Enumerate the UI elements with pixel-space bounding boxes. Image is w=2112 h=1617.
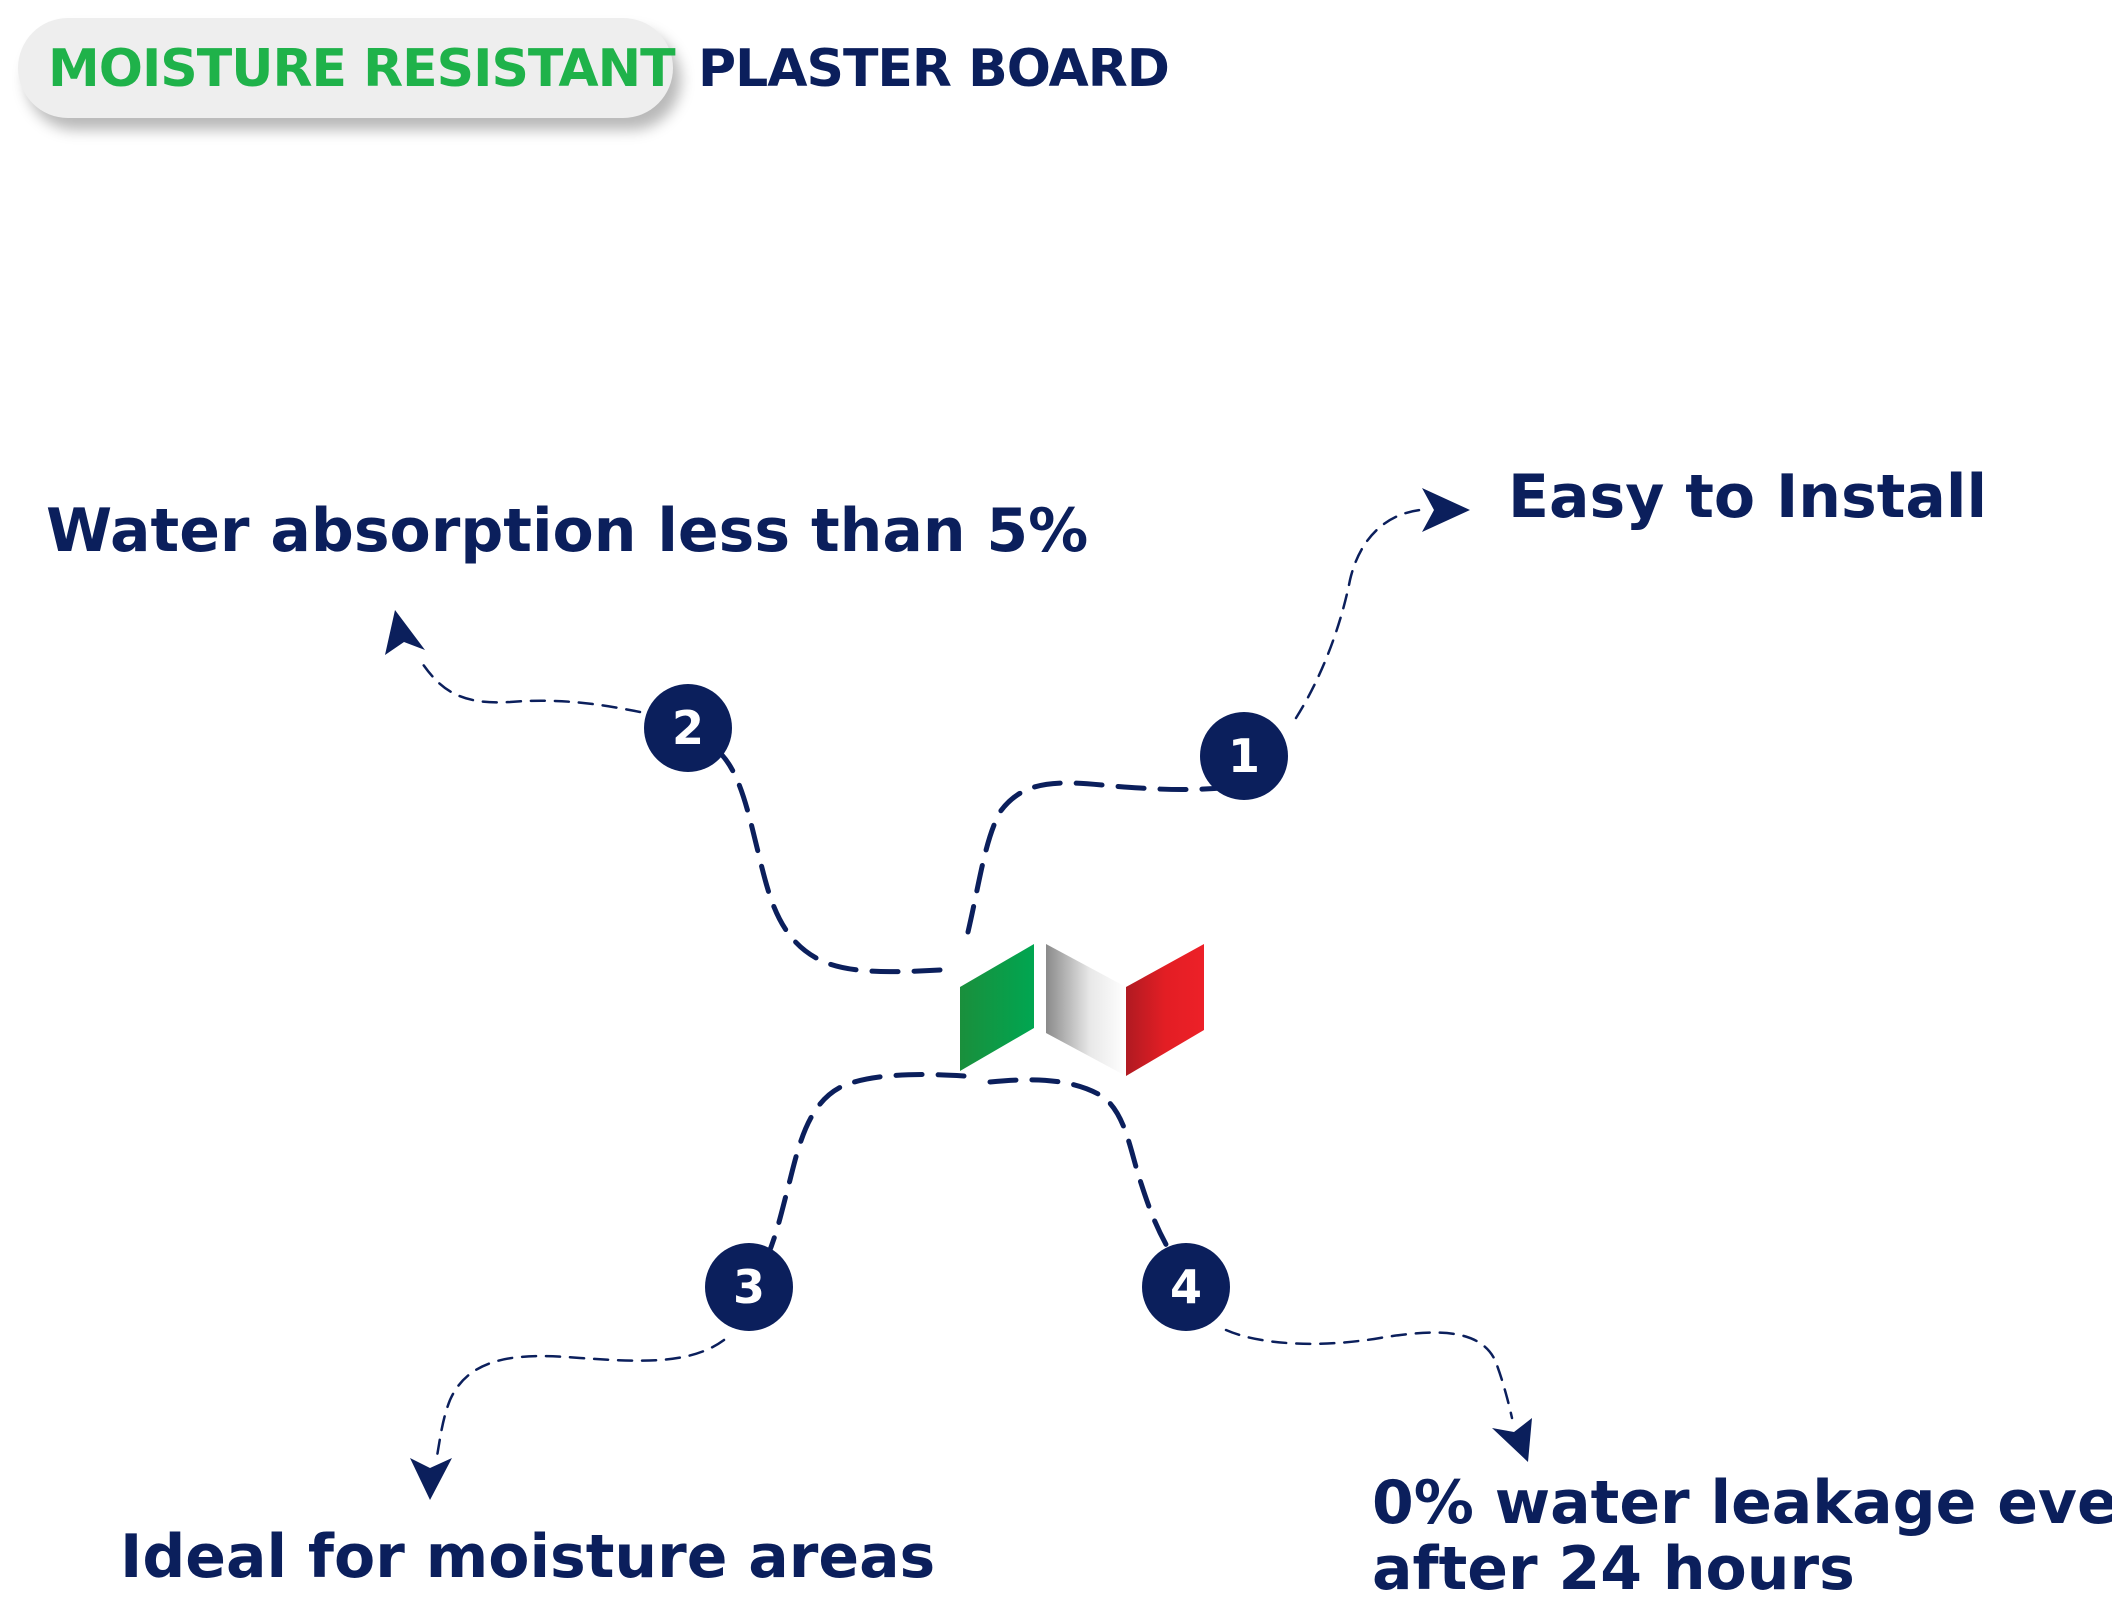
connector-4 — [987, 1077, 1171, 1251]
badge-4: 4 — [1142, 1243, 1230, 1331]
badge-1: 1 — [1200, 712, 1288, 800]
page-title: PLASTER BOARD — [698, 39, 1170, 99]
feature-label-2: Water absorption less than 5% — [46, 496, 1089, 566]
connector-2 — [719, 752, 943, 975]
arrowhead-3 — [410, 1458, 452, 1500]
connector-3 — [765, 1072, 967, 1258]
feature-label-4-line1: 0% water leakage even — [1372, 1468, 2112, 1538]
title-pill — [18, 18, 673, 118]
arrowhead-4 — [1492, 1418, 1532, 1462]
svg-text:4: 4 — [1170, 1260, 1202, 1314]
svg-text:3: 3 — [733, 1260, 765, 1314]
arrowhead-2 — [385, 610, 425, 655]
title-highlight: MOISTURE RESISTANT — [48, 39, 676, 99]
feature-label-3: Ideal for moisture areas — [120, 1522, 936, 1592]
badge-2: 2 — [644, 684, 732, 772]
svg-text:1: 1 — [1228, 729, 1260, 783]
arrow-line-2 — [418, 658, 642, 714]
arrow-line-1 — [1294, 508, 1422, 720]
arrowhead-1 — [1422, 488, 1470, 532]
connector-1 — [965, 780, 1225, 935]
feature-label-4-line2: after 24 hours — [1372, 1534, 1855, 1604]
arrow-line-3 — [434, 1338, 726, 1464]
arrow-line-4 — [1224, 1328, 1514, 1420]
feature-label-1: Easy to Install — [1508, 462, 1988, 532]
badge-3: 3 — [705, 1243, 793, 1331]
svg-text:2: 2 — [672, 701, 704, 755]
feature-label-4: 0% water leakage even after 24 hours — [1372, 1470, 2112, 1602]
italian-flag-icon — [960, 944, 1204, 1076]
